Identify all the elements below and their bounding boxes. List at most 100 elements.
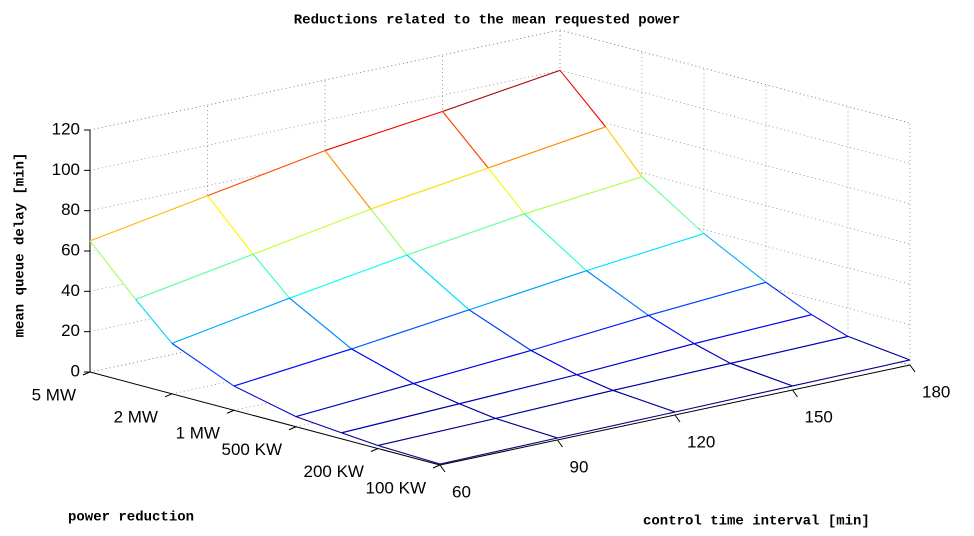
mesh-edge bbox=[648, 314, 695, 345]
mesh-edge bbox=[370, 208, 408, 256]
tick-mark bbox=[909, 364, 916, 373]
mesh-edge bbox=[324, 110, 443, 152]
z-tick-label: 120 bbox=[52, 119, 80, 138]
grid-line bbox=[89, 69, 561, 171]
mesh-edge bbox=[135, 299, 173, 344]
mesh-face bbox=[531, 315, 695, 375]
mesh-edge bbox=[252, 253, 290, 299]
mesh-edge bbox=[641, 176, 705, 235]
mesh-face bbox=[233, 348, 414, 417]
mesh-edge bbox=[576, 374, 614, 391]
mesh-edge bbox=[413, 383, 460, 405]
mesh-edge bbox=[730, 362, 793, 387]
mesh-edge bbox=[576, 343, 695, 376]
mesh-face bbox=[370, 167, 525, 256]
mesh-edge bbox=[530, 314, 649, 352]
x-tick-label: 150 bbox=[805, 407, 833, 426]
mesh-edge bbox=[487, 167, 525, 215]
x-axis-line bbox=[439, 364, 911, 466]
mesh-edge bbox=[765, 281, 813, 316]
mesh-face bbox=[576, 343, 731, 391]
mesh-edge bbox=[207, 195, 254, 255]
mesh-edge bbox=[377, 417, 496, 447]
mesh-edge bbox=[295, 416, 342, 434]
mesh-edge bbox=[524, 176, 643, 215]
mesh-face bbox=[413, 350, 577, 404]
tick-mark bbox=[792, 389, 798, 398]
mesh-edge bbox=[674, 385, 793, 413]
mesh-edge bbox=[351, 309, 470, 350]
y-tick-label: 200 KW bbox=[304, 462, 364, 481]
mesh-edge bbox=[406, 254, 470, 311]
mesh-edge bbox=[488, 126, 606, 169]
mesh-face bbox=[296, 383, 460, 433]
mesh-face bbox=[694, 314, 848, 364]
grid-line bbox=[559, 29, 911, 124]
mesh-edge bbox=[377, 444, 441, 465]
x-tick-label: 60 bbox=[452, 482, 471, 501]
mesh-edge bbox=[612, 389, 676, 413]
mesh-edge bbox=[530, 350, 577, 376]
mesh-edge bbox=[468, 270, 587, 311]
box-edge bbox=[559, 29, 911, 124]
mesh-edge bbox=[341, 403, 460, 434]
mesh-edge bbox=[524, 213, 587, 272]
x-axis-label: control time interval [min] bbox=[643, 514, 870, 530]
tick-mark bbox=[82, 371, 91, 376]
chart-title: Reductions related to the mean requested… bbox=[294, 13, 680, 29]
mesh-face bbox=[495, 390, 675, 438]
mesh-edge bbox=[459, 403, 496, 419]
mesh-face bbox=[341, 403, 496, 446]
y-axis-line bbox=[89, 371, 441, 466]
mesh-face bbox=[207, 150, 371, 255]
mesh-edge bbox=[847, 335, 911, 361]
z-axis-label: mean queue delay [min] bbox=[13, 153, 29, 338]
tick-mark bbox=[226, 409, 235, 414]
mesh-edge bbox=[233, 385, 297, 418]
mesh-face bbox=[377, 418, 558, 464]
tick-mark bbox=[674, 414, 681, 423]
mesh-edge bbox=[586, 233, 705, 272]
mesh-edge bbox=[605, 126, 643, 178]
mesh-edge bbox=[370, 167, 489, 210]
z-tick-label: 20 bbox=[61, 321, 80, 340]
mesh-face bbox=[442, 70, 606, 168]
mesh-edge bbox=[459, 374, 577, 405]
mesh-face bbox=[612, 363, 793, 412]
z-tick-label: 40 bbox=[61, 281, 80, 300]
mesh-face bbox=[289, 255, 469, 349]
y-tick-label: 2 MW bbox=[114, 407, 158, 426]
mesh-edge bbox=[171, 342, 235, 387]
mesh-face bbox=[406, 213, 587, 310]
z-tick-label: 0 bbox=[71, 361, 80, 380]
mesh-edge bbox=[495, 417, 558, 439]
z-tick-label: 100 bbox=[52, 160, 80, 179]
mesh-face bbox=[325, 111, 489, 210]
tick-mark bbox=[439, 464, 446, 473]
mesh-edge bbox=[442, 69, 561, 112]
mesh-edge bbox=[586, 270, 649, 316]
tick-mark bbox=[370, 448, 379, 452]
tick-mark bbox=[288, 426, 297, 431]
mesh-edge bbox=[289, 297, 352, 350]
mesh-edge bbox=[442, 111, 489, 169]
mesh-edge bbox=[413, 349, 532, 385]
x-tick-label: 180 bbox=[922, 382, 950, 401]
mesh-edge bbox=[557, 411, 676, 439]
z-tick-label: 80 bbox=[61, 200, 80, 219]
mesh-edge bbox=[559, 69, 607, 128]
tick-mark bbox=[557, 439, 563, 448]
mesh-face bbox=[90, 195, 254, 300]
mesh-face bbox=[648, 282, 812, 344]
mesh-edge bbox=[792, 359, 911, 387]
mesh-edge bbox=[351, 348, 414, 385]
z-tick-label: 60 bbox=[61, 240, 80, 259]
mesh-edge bbox=[703, 233, 767, 283]
grid-line bbox=[559, 110, 911, 205]
mesh-edge bbox=[730, 335, 849, 364]
grid-line bbox=[89, 29, 561, 131]
mesh-edge bbox=[648, 281, 767, 316]
mesh-face bbox=[351, 309, 532, 384]
mesh-face bbox=[253, 209, 407, 299]
grid-line bbox=[559, 69, 911, 164]
